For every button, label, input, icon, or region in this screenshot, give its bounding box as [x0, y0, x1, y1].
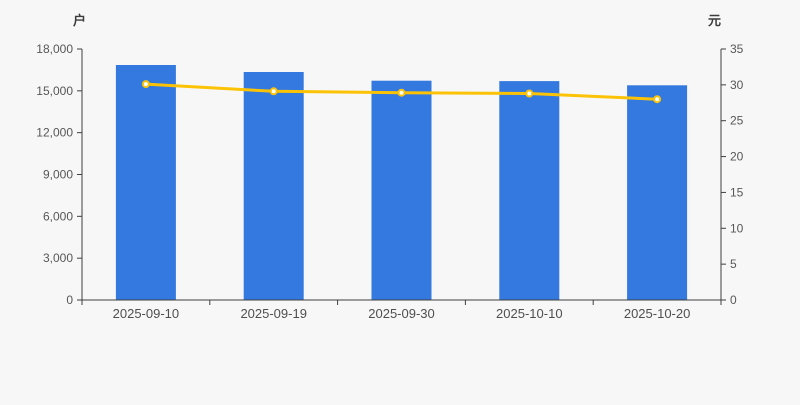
line-point-2025-10-20: [653, 95, 662, 104]
x-axis-category-label: 2025-09-19: [240, 306, 307, 321]
line-point-2025-09-19: [269, 87, 278, 96]
line-point-2025-10-10: [525, 89, 534, 98]
right-axis-tick-label: 10: [730, 221, 744, 235]
bar-2025-09-10: [115, 65, 176, 300]
bar-2025-09-19: [243, 72, 304, 300]
left-axis-tick-label: 3,000: [43, 251, 73, 265]
bar-2025-09-30: [371, 80, 432, 300]
line-point-2025-09-10: [141, 80, 150, 89]
x-axis-category-label: 2025-10-20: [624, 306, 691, 321]
bar-2025-10-20: [627, 85, 688, 300]
right-axis-tick-label: 35: [730, 42, 744, 56]
right-axis-tick-label: 30: [730, 78, 744, 92]
left-axis-tick-label: 9,000: [43, 168, 73, 182]
right-axis-tick-label: 5: [730, 257, 737, 271]
left-axis-tick-label: 6,000: [43, 209, 73, 223]
left-axis-tick-label: 0: [66, 293, 73, 307]
line-point-2025-09-30: [397, 88, 406, 97]
right-axis-tick-label: 25: [730, 114, 744, 128]
left-axis-tick-label: 12,000: [36, 126, 73, 140]
right-axis-tick-label: 15: [730, 185, 744, 199]
x-axis-category-label: 2025-09-30: [368, 306, 435, 321]
left-axis-tick-label: 15,000: [36, 84, 73, 98]
right-axis-tick-label: 0: [730, 293, 737, 307]
x-axis-category-label: 2025-10-10: [496, 306, 563, 321]
left-axis-tick-label: 18,000: [36, 42, 73, 56]
right-axis-unit-label: 元: [708, 13, 722, 28]
x-axis-category-label: 2025-09-10: [113, 306, 180, 321]
right-axis-tick-label: 20: [730, 150, 744, 164]
bar-2025-10-10: [499, 81, 560, 300]
left-axis-unit-label: 户: [73, 13, 87, 28]
